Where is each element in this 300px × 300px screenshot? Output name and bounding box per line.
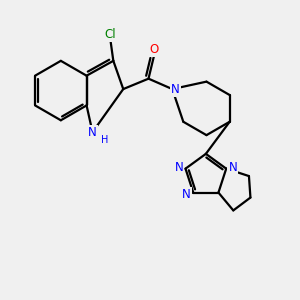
Text: Cl: Cl — [104, 28, 116, 40]
Text: N: N — [175, 161, 183, 174]
Text: N: N — [228, 161, 237, 174]
Text: N: N — [88, 126, 97, 139]
Text: N: N — [171, 82, 180, 96]
Text: O: O — [149, 43, 158, 56]
Text: N: N — [182, 188, 191, 201]
Text: H: H — [101, 135, 109, 145]
